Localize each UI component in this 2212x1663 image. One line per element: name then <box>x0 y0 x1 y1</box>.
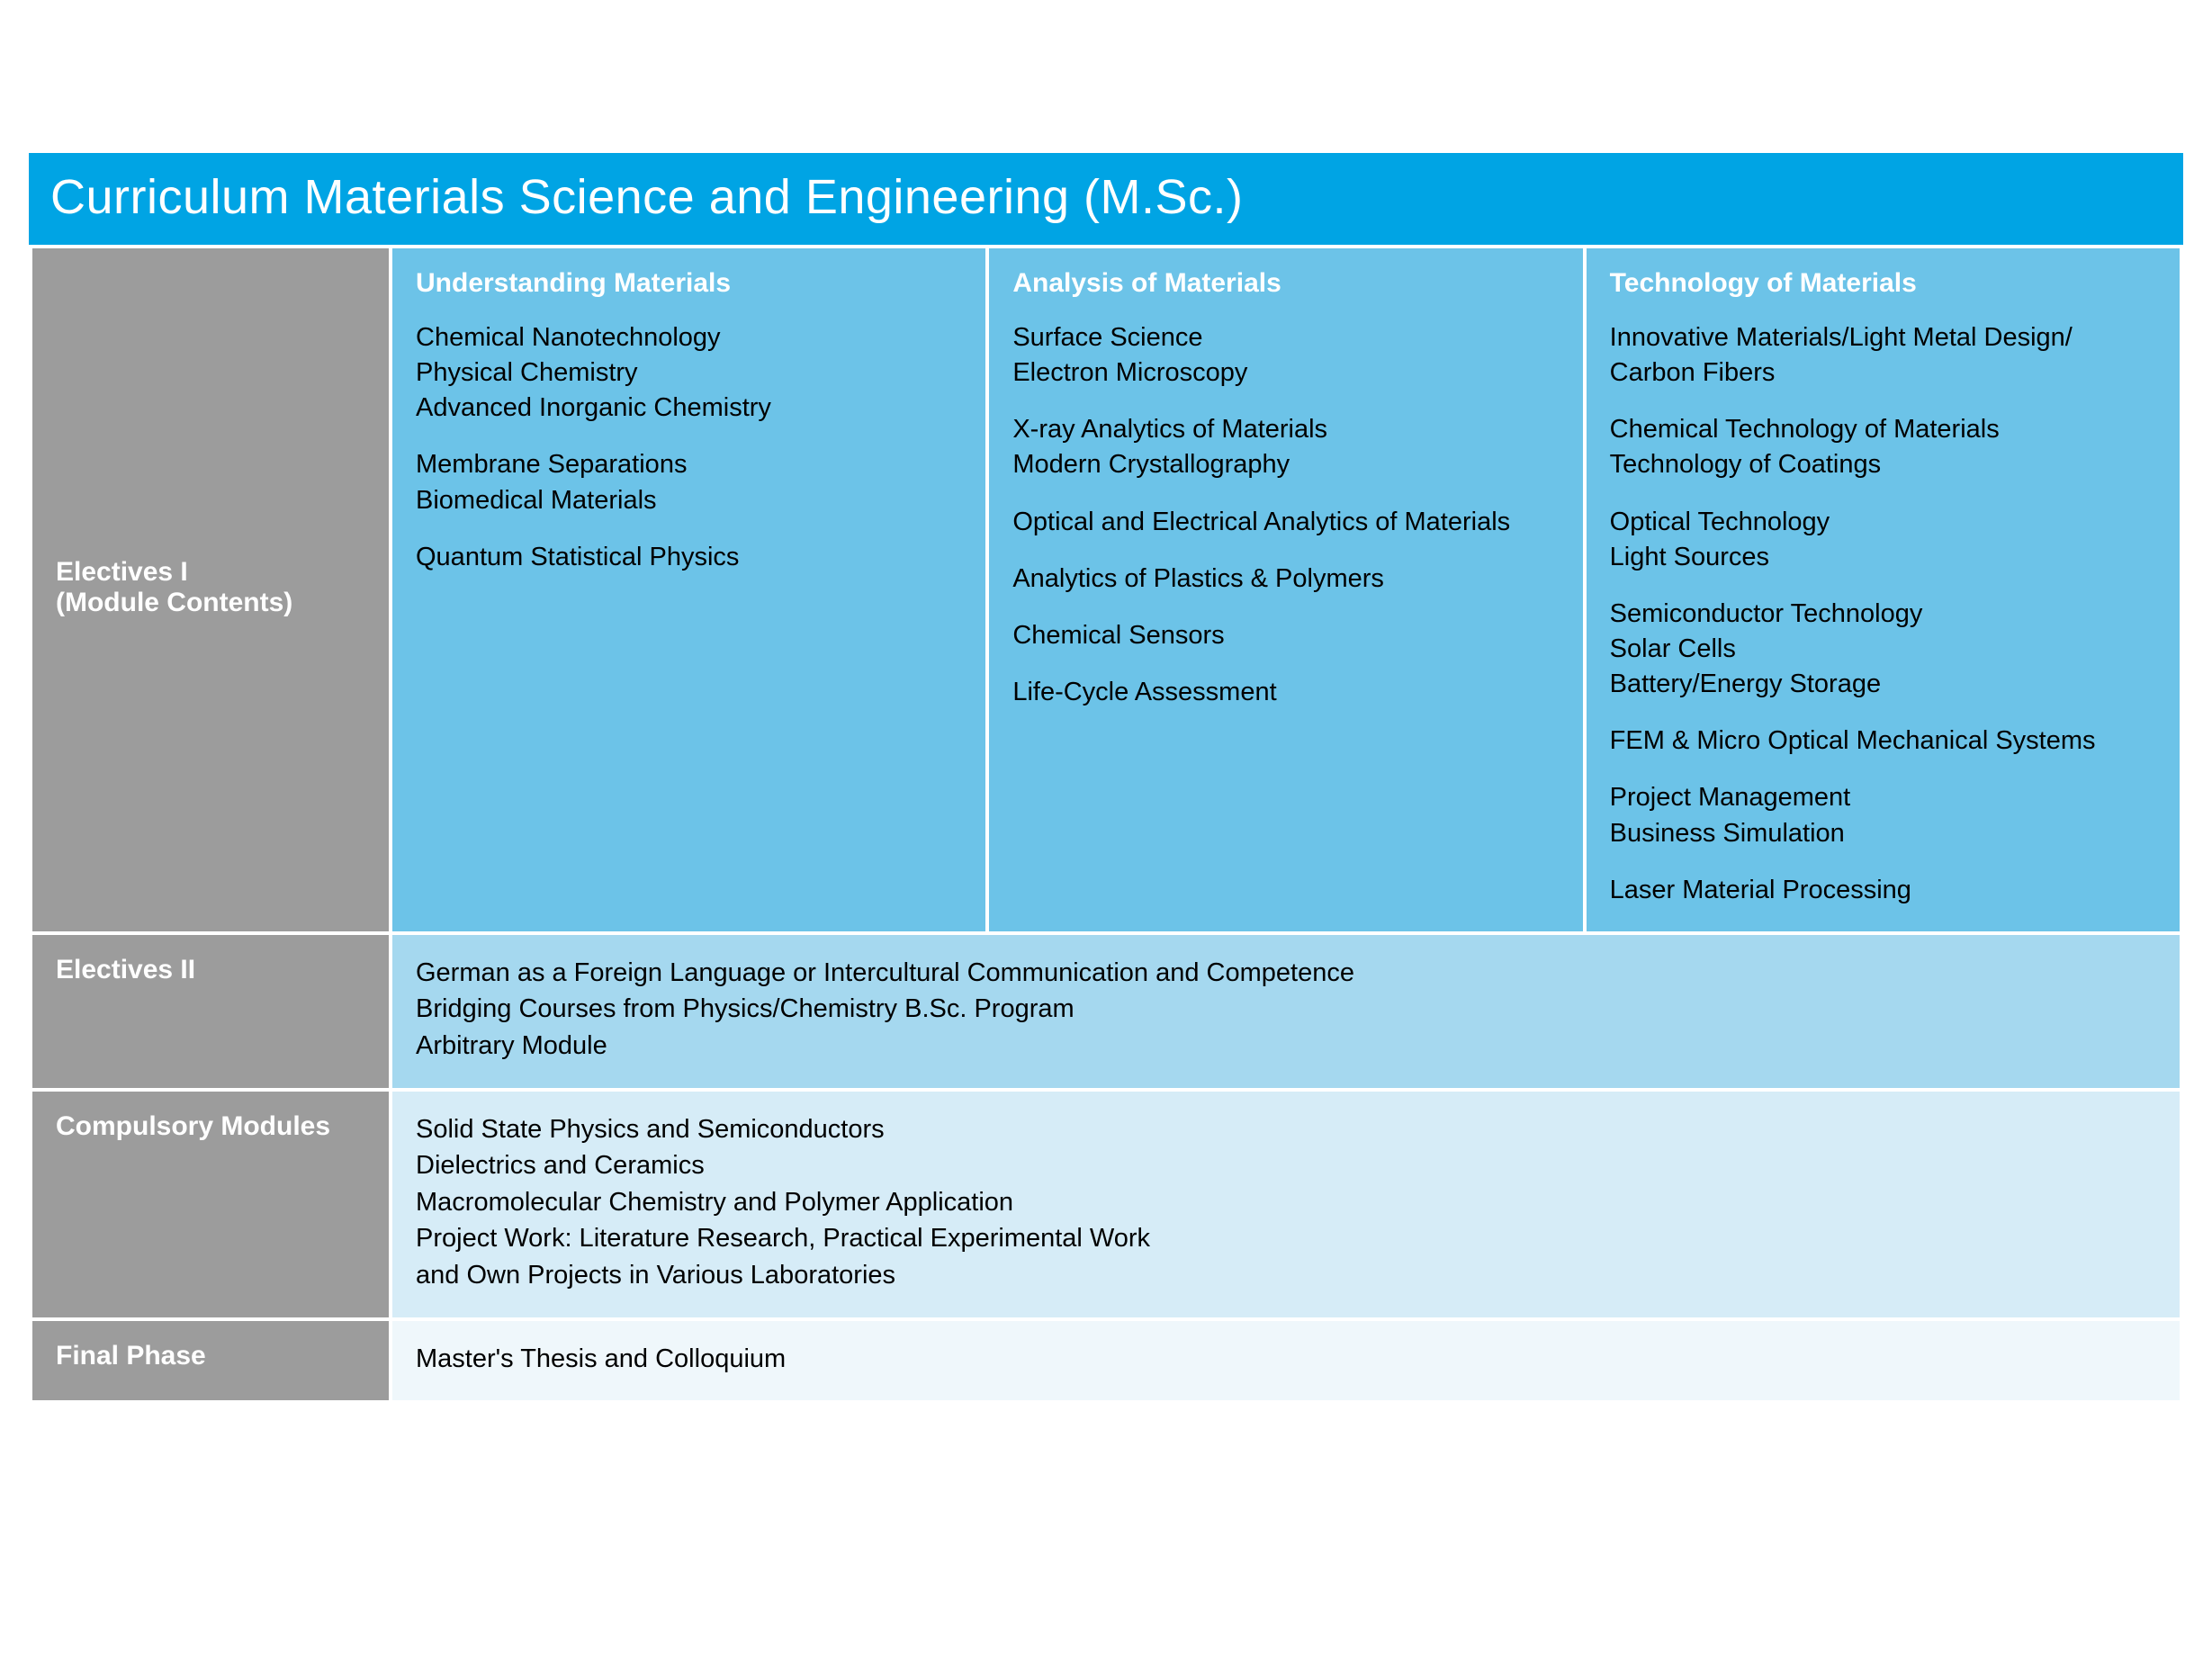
module-item: Optical and Electrical Analytics of Mate… <box>1012 505 1559 540</box>
label-electives-2: Electives II <box>31 933 391 1090</box>
module-item: Optical Technology <box>1610 505 2156 540</box>
module-item: X-ray Analytics of Materials <box>1012 412 1559 447</box>
body-electives-2: German as a Foreign Language or Intercul… <box>391 933 2181 1090</box>
module-item: Quantum Statistical Physics <box>416 540 962 575</box>
body-line: Dielectrics and Ceramics <box>416 1147 2156 1184</box>
item-group: Optical and Electrical Analytics of Mate… <box>1012 505 1559 540</box>
item-group: Chemical Technology of MaterialsTechnolo… <box>1610 412 2156 482</box>
item-group: Laser Material Processing <box>1610 873 2156 908</box>
item-group: Innovative Materials/Light Metal Design/… <box>1610 320 2156 391</box>
label-compulsory: Compulsory Modules <box>31 1090 391 1319</box>
module-item: Life-Cycle Assessment <box>1012 675 1559 710</box>
label-final: Final Phase <box>31 1319 391 1403</box>
module-item: Biomedical Materials <box>416 483 962 518</box>
item-group: Life-Cycle Assessment <box>1012 675 1559 710</box>
module-item: Chemical Technology of Materials <box>1610 412 2156 447</box>
item-group: Project ManagementBusiness Simulation <box>1610 780 2156 850</box>
item-group: FEM & Micro Optical Mechanical Systems <box>1610 724 2156 759</box>
body-compulsory: Solid State Physics and SemiconductorsDi… <box>391 1090 2181 1319</box>
item-group: Analytics of Plastics & Polymers <box>1012 562 1559 597</box>
col-analysis-of-materials: Analysis of Materials Surface ScienceEle… <box>987 247 1584 933</box>
module-item: FEM & Micro Optical Mechanical Systems <box>1610 724 2156 759</box>
body-line: Solid State Physics and Semiconductors <box>416 1111 2156 1148</box>
label-electives-1-line2: (Module Contents) <box>56 588 365 618</box>
item-group: Membrane SeparationsBiomedical Materials <box>416 447 962 517</box>
col-understanding-materials: Understanding Materials Chemical Nanotec… <box>391 247 987 933</box>
col-items: Innovative Materials/Light Metal Design/… <box>1610 320 2156 908</box>
module-item: Modern Crystallography <box>1012 447 1559 482</box>
item-group: Semiconductor TechnologySolar CellsBatte… <box>1610 597 2156 702</box>
col-technology-of-materials: Technology of Materials Innovative Mater… <box>1585 247 2181 933</box>
body-line: Arbitrary Module <box>416 1028 2156 1065</box>
module-item: Analytics of Plastics & Polymers <box>1012 562 1559 597</box>
item-group: Chemical NanotechnologyPhysical Chemistr… <box>416 320 962 426</box>
item-group: X-ray Analytics of MaterialsModern Cryst… <box>1012 412 1559 482</box>
col-header: Technology of Materials <box>1610 268 2156 299</box>
module-item: Membrane Separations <box>416 447 962 482</box>
row-compulsory: Compulsory Modules Solid State Physics a… <box>31 1090 2181 1319</box>
item-group: Surface ScienceElectron Microscopy <box>1012 320 1559 391</box>
module-item: Chemical Nanotechnology <box>416 320 962 355</box>
body-line: Bridging Courses from Physics/Chemistry … <box>416 991 2156 1028</box>
module-item: Surface Science <box>1012 320 1559 355</box>
module-item: Technology of Coatings <box>1610 447 2156 482</box>
module-item: Laser Material Processing <box>1610 873 2156 908</box>
module-item: Advanced Inorganic Chemistry <box>416 391 962 426</box>
col-header: Understanding Materials <box>416 268 962 299</box>
module-item: Semiconductor Technology <box>1610 597 2156 632</box>
body-line: Master's Thesis and Colloquium <box>416 1341 2156 1378</box>
col-items: Surface ScienceElectron Microscopy X-ray … <box>1012 320 1559 710</box>
curriculum-table: Electives I (Module Contents) Understand… <box>29 245 2183 1404</box>
module-item: Physical Chemistry <box>416 355 962 391</box>
body-line: German as a Foreign Language or Intercul… <box>416 955 2156 992</box>
module-item: Light Sources <box>1610 540 2156 575</box>
col-header: Analysis of Materials <box>1012 268 1559 299</box>
module-item: Battery/Energy Storage <box>1610 667 2156 702</box>
module-item: Business Simulation <box>1610 816 2156 851</box>
module-item: Chemical Sensors <box>1012 618 1559 653</box>
module-item: Project Management <box>1610 780 2156 815</box>
body-final: Master's Thesis and Colloquium <box>391 1319 2181 1403</box>
module-item: Solar Cells <box>1610 632 2156 667</box>
item-group: Quantum Statistical Physics <box>416 540 962 575</box>
module-item: Innovative Materials/Light Metal Design/… <box>1610 320 2156 391</box>
item-group: Optical TechnologyLight Sources <box>1610 505 2156 575</box>
row-electives-1: Electives I (Module Contents) Understand… <box>31 247 2181 933</box>
slide-title: Curriculum Materials Science and Enginee… <box>29 153 2183 245</box>
row-final: Final Phase Master's Thesis and Colloqui… <box>31 1319 2181 1403</box>
row-electives-2: Electives II German as a Foreign Languag… <box>31 933 2181 1090</box>
body-line: Macromolecular Chemistry and Polymer App… <box>416 1184 2156 1221</box>
label-electives-1: Electives I (Module Contents) <box>31 247 391 933</box>
module-item: Electron Microscopy <box>1012 355 1559 391</box>
body-line: Project Work: Literature Research, Pract… <box>416 1220 2156 1257</box>
label-electives-1-line1: Electives I <box>56 557 188 587</box>
curriculum-slide: Curriculum Materials Science and Enginee… <box>29 153 2183 1404</box>
item-group: Chemical Sensors <box>1012 618 1559 653</box>
col-items: Chemical NanotechnologyPhysical Chemistr… <box>416 320 962 575</box>
body-line: and Own Projects in Various Laboratories <box>416 1257 2156 1294</box>
